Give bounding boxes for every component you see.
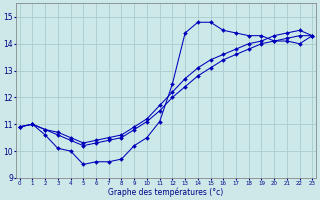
X-axis label: Graphe des températures (°c): Graphe des températures (°c) — [108, 187, 224, 197]
